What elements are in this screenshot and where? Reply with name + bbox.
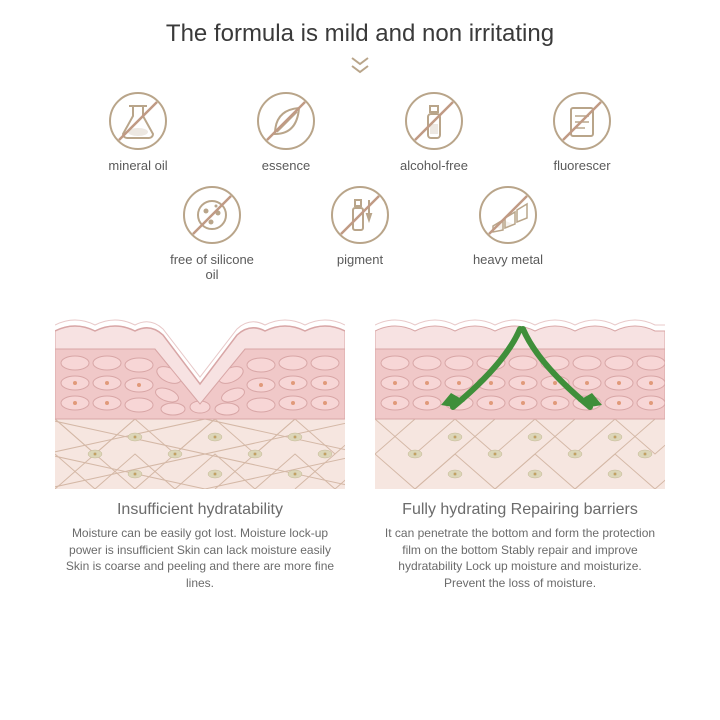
skin-insufficient-svg bbox=[55, 309, 345, 489]
diagram-hydrating-desc: It can penetrate the bottom and form the… bbox=[375, 525, 665, 592]
icon-row-1: mineral oil essence alcohol-free fluores… bbox=[40, 90, 680, 174]
diagram-insufficient: Insufficient hydratability Moisture can … bbox=[55, 309, 345, 592]
page-root: The formula is mild and non irritating m… bbox=[0, 0, 720, 720]
pigment-icon bbox=[329, 184, 391, 246]
fluorescer-icon-label: fluorescer bbox=[553, 158, 610, 174]
pigment-icon-item: pigment bbox=[314, 184, 406, 283]
pigment-icon-label: pigment bbox=[337, 252, 383, 268]
diagram-insufficient-desc: Moisture can be easily got lost. Moistur… bbox=[55, 525, 345, 592]
alcohol-free-icon-item: alcohol-free bbox=[388, 90, 480, 174]
heavy-metal-icon bbox=[477, 184, 539, 246]
skin-hydrating-svg bbox=[375, 309, 665, 489]
heavy-metal-icon-item: heavy metal bbox=[462, 184, 554, 283]
mineral-oil-icon bbox=[107, 90, 169, 152]
fluorescer-icon-item: fluorescer bbox=[536, 90, 628, 174]
skin-diagrams: Insufficient hydratability Moisture can … bbox=[40, 309, 680, 592]
heavy-metal-icon-label: heavy metal bbox=[473, 252, 543, 268]
fluorescer-icon bbox=[551, 90, 613, 152]
silicone-oil-icon-item: free of silicone oil bbox=[166, 184, 258, 283]
diagram-hydrating-title: Fully hydrating Repairing barriers bbox=[402, 501, 638, 519]
free-from-icons: mineral oil essence alcohol-free fluores… bbox=[40, 90, 680, 293]
alcohol-free-icon bbox=[403, 90, 465, 152]
essence-icon-item: essence bbox=[240, 90, 332, 174]
diagram-insufficient-title: Insufficient hydratability bbox=[117, 501, 283, 519]
diagram-hydrating: Fully hydrating Repairing barriers It ca… bbox=[375, 309, 665, 592]
icon-row-2: free of silicone oil pigment heavy metal bbox=[40, 184, 680, 283]
page-title: The formula is mild and non irritating bbox=[166, 20, 554, 48]
mineral-oil-icon-label: mineral oil bbox=[108, 158, 167, 174]
silicone-oil-icon-label: free of silicone oil bbox=[166, 252, 258, 283]
mineral-oil-icon-item: mineral oil bbox=[92, 90, 184, 174]
silicone-oil-icon bbox=[181, 184, 243, 246]
essence-icon-label: essence bbox=[262, 158, 310, 174]
alcohol-free-icon-label: alcohol-free bbox=[400, 158, 468, 174]
down-arrows-icon bbox=[350, 56, 370, 78]
essence-icon bbox=[255, 90, 317, 152]
